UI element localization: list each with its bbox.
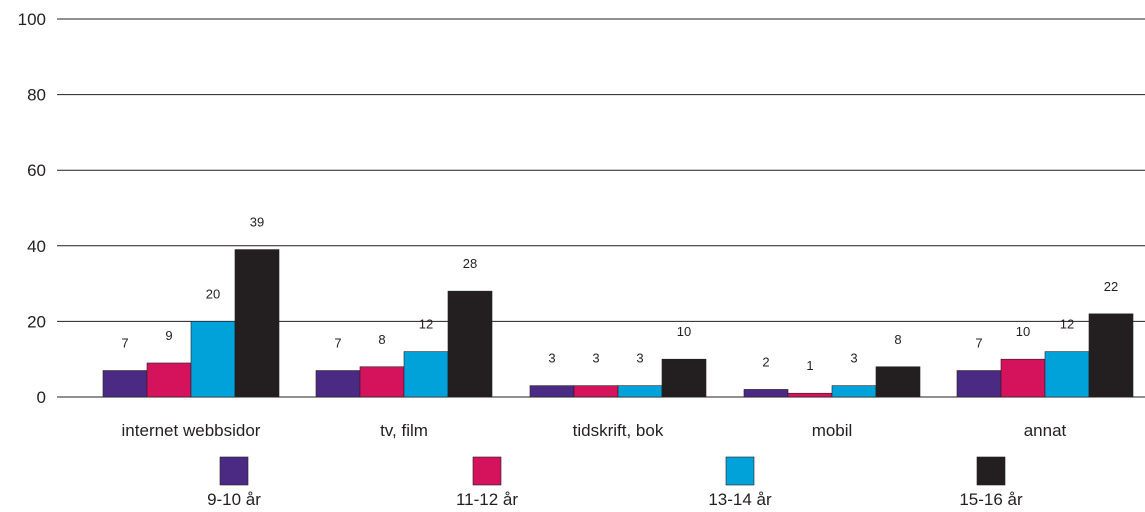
bar <box>1000 358 1046 398</box>
y-tick-label: 80 <box>27 86 46 105</box>
bar <box>875 366 921 398</box>
legend: 9-10 år 11-12 år 13-14 år 15-16 år <box>207 456 1023 509</box>
category-label: internet webbsidor <box>122 421 261 440</box>
data-label: 28 <box>463 256 477 271</box>
bar <box>234 249 280 398</box>
bar <box>102 370 148 398</box>
y-axis-ticks: 0 20 40 60 80 100 <box>18 10 46 407</box>
y-tick-label: 20 <box>27 312 46 331</box>
data-label: 7 <box>975 336 982 351</box>
data-label: 1 <box>806 358 813 373</box>
bar <box>1044 351 1090 398</box>
bar <box>190 321 236 398</box>
data-label: 12 <box>1060 317 1074 332</box>
bar <box>403 351 449 398</box>
legend-label: 9-10 år <box>207 490 261 509</box>
bar <box>359 366 405 398</box>
y-tick-label: 60 <box>27 161 46 180</box>
data-label: 22 <box>1104 279 1118 294</box>
legend-swatch <box>472 456 502 486</box>
bar <box>146 362 192 398</box>
bars <box>102 249 1134 398</box>
data-label: 7 <box>334 336 341 351</box>
data-label: 3 <box>592 351 599 366</box>
category-label: mobil <box>812 421 853 440</box>
y-tick-label: 40 <box>27 237 46 256</box>
bar <box>617 385 663 398</box>
data-labels: 7 9 20 39 7 8 12 28 3 3 3 10 2 1 3 8 7 10 12 22 <box>121 215 1118 374</box>
bar <box>315 370 361 398</box>
data-label: 39 <box>250 215 264 230</box>
bar <box>573 385 619 398</box>
data-label: 10 <box>1016 324 1030 339</box>
category-label: annat <box>1024 421 1067 440</box>
data-label: 8 <box>378 332 385 347</box>
x-axis-categories: internet webbsidor tv, film tidskrift, bok… <box>122 421 1067 440</box>
y-tick-label: 100 <box>18 10 46 29</box>
legend-swatch <box>976 456 1006 486</box>
legend-swatch <box>725 456 755 486</box>
bar <box>956 370 1002 398</box>
data-label: 12 <box>419 317 433 332</box>
category-label: tidskrift, bok <box>573 421 664 440</box>
bar <box>743 389 789 398</box>
legend-swatch <box>219 456 249 486</box>
data-label: 3 <box>548 351 555 366</box>
bar <box>787 392 833 398</box>
data-label: 2 <box>762 354 769 369</box>
data-label: 7 <box>121 336 128 351</box>
data-label: 9 <box>165 328 172 343</box>
data-label: 10 <box>677 324 691 339</box>
bar <box>1088 313 1134 398</box>
legend-label: 15-16 år <box>959 490 1023 509</box>
bar <box>831 385 877 398</box>
legend-label: 11-12 år <box>456 490 518 509</box>
bar <box>661 358 707 398</box>
data-label: 3 <box>850 351 857 366</box>
legend-label: 13-14 år <box>708 490 772 509</box>
y-tick-label: 0 <box>37 388 46 407</box>
data-label: 20 <box>206 286 220 301</box>
bar <box>529 385 575 398</box>
bar <box>447 290 493 398</box>
category-label: tv, film <box>380 421 428 440</box>
data-label: 8 <box>894 332 901 347</box>
data-label: 3 <box>636 351 643 366</box>
